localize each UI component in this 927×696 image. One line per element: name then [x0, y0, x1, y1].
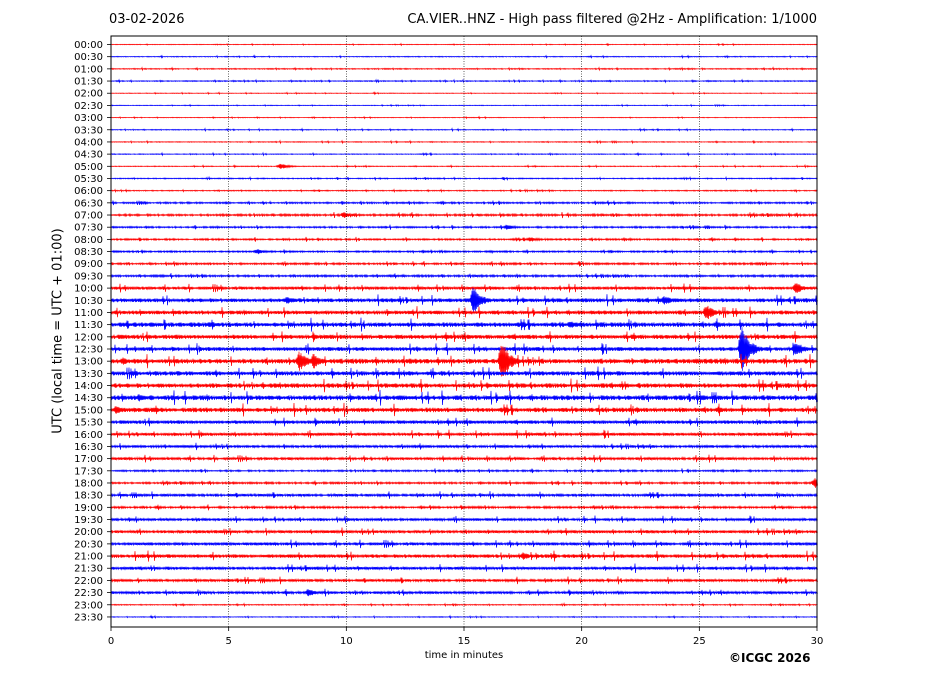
trace-2000: [110, 527, 818, 536]
trace-1200: [110, 331, 818, 343]
trace-1300: [110, 345, 818, 377]
y-tick-label: 04:00: [74, 137, 103, 148]
trace-0230: [110, 103, 818, 108]
date-label: 03-02-2026: [109, 12, 185, 27]
y-tick-label: 21:30: [74, 564, 103, 575]
trace-1800: [110, 478, 818, 488]
trace-1430: [110, 389, 818, 406]
y-tick-label: 09:30: [74, 271, 103, 282]
trace-0900: [110, 260, 818, 267]
trace-1400: [110, 378, 818, 393]
y-tick-label: 12:00: [74, 332, 103, 343]
trace-0630: [110, 200, 818, 206]
y-tick-label: 20:30: [74, 539, 103, 550]
y-tick-label: 16:00: [74, 430, 103, 441]
trace-1000: [110, 283, 818, 293]
trace-0830: [110, 248, 818, 255]
y-tick-label: 06:30: [74, 198, 103, 209]
chart-title: CA.VIER..HNZ - High pass filtered @2Hz -…: [407, 12, 817, 27]
x-tick-label: 10: [340, 636, 353, 647]
y-tick-label: 04:30: [74, 150, 103, 161]
x-tick-label: 20: [575, 636, 588, 647]
trace-0930: [110, 273, 818, 279]
y-tick-label: 07:00: [74, 211, 103, 222]
trace-0200: [110, 91, 818, 96]
trace-0600: [110, 188, 818, 194]
y-tick-label: 11:30: [74, 320, 103, 331]
y-tick-label: 19:00: [74, 503, 103, 514]
y-tick-label: 07:30: [74, 223, 103, 234]
x-tick-label: 25: [693, 636, 706, 647]
y-tick-label: 12:30: [74, 345, 103, 356]
y-tick-label: 14:00: [74, 381, 103, 392]
y-tick-label: 23:00: [74, 600, 103, 611]
y-tick-label: 10:30: [74, 296, 103, 307]
x-ticks-layer: 0 5 10 15 20 25 30: [108, 627, 824, 647]
y-tick-label: 13:30: [74, 369, 103, 380]
trace-2030: [110, 539, 818, 549]
trace-0130: [110, 78, 818, 84]
y-tick-label: 18:00: [74, 478, 103, 489]
y-tick-label: 00:30: [74, 52, 103, 63]
trace-1500: [110, 402, 818, 417]
y-tick-label: 02:30: [74, 101, 103, 112]
trace-1230: [110, 327, 818, 371]
y-tick-label: 03:30: [74, 125, 103, 136]
y-tick-label: 08:00: [74, 235, 103, 246]
y-tick-label: 23:30: [74, 612, 103, 623]
y-tick-label: 19:30: [74, 515, 103, 526]
y-tick-label: 05:30: [74, 174, 103, 185]
y-tick-label: 03:00: [74, 113, 103, 124]
trace-1700: [110, 454, 818, 463]
y-tick-label: 01:30: [74, 77, 103, 88]
y-tick-label: 18:30: [74, 491, 103, 502]
x-axis-label: time in minutes: [424, 650, 504, 661]
y-tick-label: 20:00: [74, 527, 103, 538]
trace-1530: [110, 417, 818, 427]
y-tick-label: 15:30: [74, 418, 103, 429]
y-tick-label: 00:00: [74, 40, 103, 51]
trace-1630: [110, 442, 818, 451]
y-tick-label: 02:00: [74, 89, 103, 100]
grid-layer: [228, 36, 700, 627]
trace-1730: [110, 468, 818, 474]
y-tick-label: 21:00: [74, 552, 103, 563]
y-tick-label: 01:00: [74, 64, 103, 75]
y-tick-label: 05:00: [74, 162, 103, 173]
y-tick-label: 15:00: [74, 405, 103, 416]
y-tick-label: 17:00: [74, 454, 103, 465]
y-tick-label: 22:30: [74, 588, 103, 599]
x-tick-label: 15: [458, 636, 471, 647]
plot-frame: [110, 35, 818, 628]
trace-2200: [110, 576, 818, 585]
y-tick-label: 13:00: [74, 357, 103, 368]
y-tick-label: 08:30: [74, 247, 103, 258]
x-tick-label: 5: [225, 636, 231, 647]
x-tick-label: 30: [811, 636, 824, 647]
y-tick-label: 06:00: [74, 186, 103, 197]
y-tick-label: 11:00: [74, 308, 103, 319]
trace-1100: [110, 305, 818, 319]
trace-0700: [110, 211, 818, 219]
y-tick-label: 17:30: [74, 466, 103, 477]
y-tick-label: 22:00: [74, 576, 103, 587]
y-tick-label: 10:00: [74, 284, 103, 295]
y-tick-label: 14:30: [74, 393, 103, 404]
y-tick-label: 16:30: [74, 442, 103, 453]
trace-1130: [110, 317, 818, 332]
copyright-label: ©ICGC 2026: [729, 651, 811, 665]
trace-2100: [110, 550, 818, 562]
trace-1330: [110, 366, 818, 381]
trace-0300: [110, 115, 818, 120]
trace-0530: [110, 175, 818, 182]
trace-2230: [110, 588, 818, 597]
trace-1830: [110, 491, 818, 500]
x-tick-label: 0: [108, 636, 114, 647]
y-tick-label: 09:00: [74, 259, 103, 270]
